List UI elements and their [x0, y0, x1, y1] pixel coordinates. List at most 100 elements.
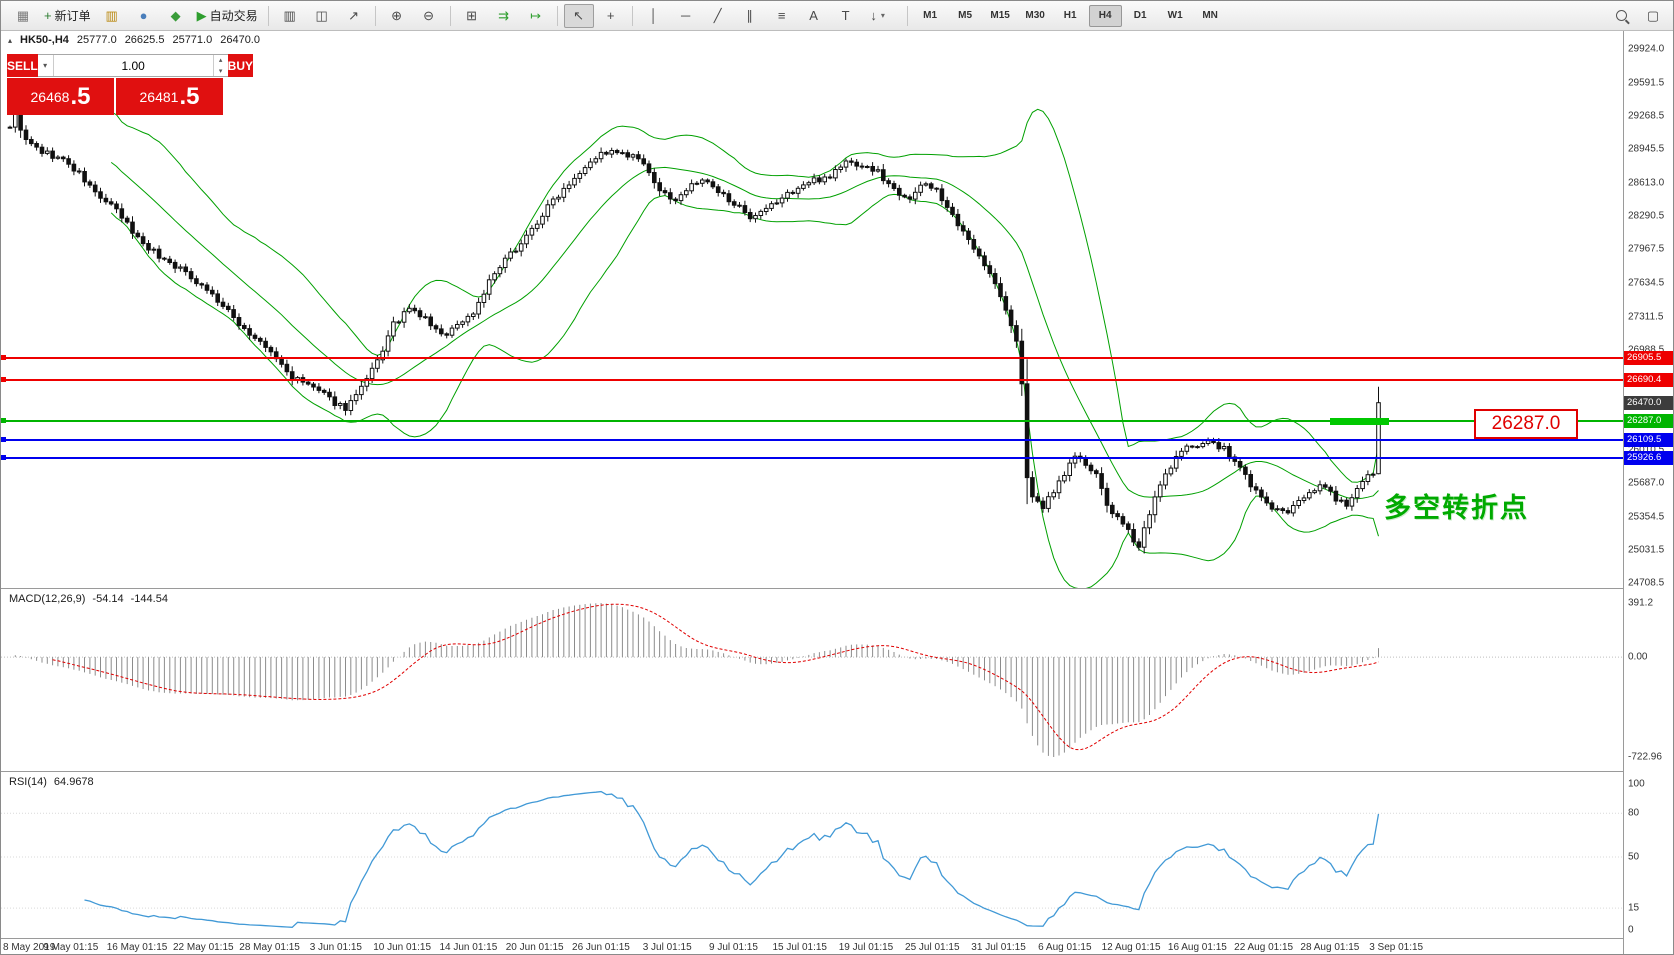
terminal-icon: ▦ — [16, 8, 30, 23]
auto-scroll-icon: ⇉ — [498, 8, 510, 23]
auto-scroll-button[interactable]: ⇉ — [489, 4, 519, 28]
macd-pane[interactable]: MACD(12,26,9) -54.14 -144.54 — [1, 589, 1623, 771]
line-chart-icon: ↗ — [348, 8, 360, 23]
time-axis[interactable]: 8 May 2019 9 May 01:15 16 May 01:15 22 May … — [1, 939, 1623, 954]
alerts-button[interactable]: ◆ — [161, 4, 191, 28]
trendline-button[interactable]: ╱ — [703, 4, 733, 28]
new-order-button-label: 新订单 — [54, 9, 91, 23]
arrows-button[interactable]: ↓ ▾ — [863, 4, 893, 28]
line-chart-button[interactable]: ↗ — [339, 4, 369, 28]
chart-shift-button[interactable]: ↦ — [521, 4, 551, 28]
candlestick-chart-icon: ◫ — [315, 8, 328, 23]
time-label: 10 Jun 01:15 — [373, 942, 432, 953]
windows-button[interactable]: ▢ — [1638, 4, 1668, 28]
macd-chart[interactable] — [1, 589, 1623, 771]
bar-chart-button[interactable]: ▥ — [275, 4, 305, 28]
price-level-chip: 26470.0 — [1624, 395, 1673, 410]
windows-icon: ▢ — [1646, 8, 1660, 23]
timeframe-d1[interactable]: D1 — [1133, 10, 1147, 21]
horizontal-level-line[interactable] — [1, 377, 1623, 383]
crosshair-button[interactable]: + — [596, 4, 626, 28]
buy-price[interactable]: 26481 .5 — [116, 78, 223, 115]
price-level-chip: 26690.4 — [1624, 373, 1673, 388]
timeframe-h4[interactable]: H4 — [1088, 4, 1122, 27]
channel-button[interactable]: ∥ — [735, 4, 765, 28]
timeframe-w1[interactable]: W1 — [1167, 10, 1183, 21]
symbol-label: HK50-,H4 — [20, 34, 69, 46]
price-tick: 25354.5 — [1628, 511, 1665, 523]
new-order-icon: + — [44, 8, 52, 23]
time-label: 26 Jun 01:15 — [572, 942, 630, 953]
rsi-pane[interactable]: RSI(14) 64.9678 — [1, 772, 1623, 938]
volume-down-icon[interactable]: ▾ — [218, 67, 223, 75]
profile-icon: ● — [139, 8, 148, 23]
high-value: 26625.5 — [124, 34, 165, 46]
horizontal-level-line[interactable] — [1, 436, 1623, 442]
time-label: 28 Aug 01:15 — [1300, 942, 1360, 953]
channel-icon: ∥ — [746, 8, 753, 23]
zoom-out-button[interactable]: ⊖ — [414, 4, 444, 28]
chart-window-button[interactable]: ▥ — [97, 4, 127, 28]
low-value: 25771.0 — [172, 34, 213, 46]
price-axis[interactable]: 29924.0 29591.5 29268.5 28945.5 28613.0 28290… — [1623, 31, 1673, 954]
volume-input[interactable] — [53, 55, 213, 76]
buy-price-big: .5 — [179, 82, 200, 110]
horizontal-level-line[interactable] — [1, 455, 1623, 461]
macd-tick: 391.2 — [1628, 597, 1654, 609]
rsi-tick: 100 — [1628, 778, 1645, 790]
pane-separator[interactable] — [1, 771, 1673, 772]
text-label-button[interactable]: T — [831, 4, 861, 28]
timeframe-mn[interactable]: MN — [1202, 10, 1218, 21]
pane-separator[interactable] — [1, 588, 1673, 589]
cursor-icon: ↖ — [573, 8, 585, 23]
candlestick-chart[interactable] — [1, 31, 1623, 588]
toolbar-separator — [906, 5, 908, 26]
price-callout[interactable]: 26287.0 — [1474, 409, 1578, 439]
text-button[interactable]: A — [799, 4, 829, 28]
level-anchor-marker — [1, 455, 6, 461]
one-click-trading-panel: SELL ▾ ▴ ▾ BUY 26468 .5 26481 — [7, 54, 254, 115]
autotrading-button[interactable]: ▶ 自动交易 — [193, 4, 262, 28]
search-button[interactable] — [1606, 4, 1636, 28]
price-level-chip: 26287.0 — [1624, 414, 1673, 429]
sell-price[interactable]: 26468 .5 — [7, 78, 114, 115]
horizontal-level-line[interactable] — [1, 418, 1623, 424]
price-tick: 28945.5 — [1628, 143, 1665, 155]
timeframe-m5[interactable]: M5 — [958, 10, 973, 21]
candlestick-chart-button[interactable]: ◫ — [307, 4, 337, 28]
horizontal-line-button[interactable]: ─ — [671, 4, 701, 28]
rsi-tick: 80 — [1628, 807, 1640, 819]
sell-button[interactable]: SELL — [7, 54, 38, 77]
timeframe-m1[interactable]: M1 — [923, 10, 938, 21]
vertical-line-button[interactable]: │ — [639, 4, 669, 28]
timeframe-m30[interactable]: M30 — [1025, 10, 1045, 21]
rsi-tick: 0 — [1628, 924, 1634, 936]
buy-price-main: 26481 — [139, 88, 179, 105]
buy-button[interactable]: BUY — [227, 54, 254, 77]
time-label: 6 Aug 01:15 — [1038, 942, 1092, 953]
time-label: 16 Aug 01:15 — [1167, 942, 1227, 953]
time-label: 31 Jul 01:15 — [971, 942, 1026, 953]
chart-shift-icon: ↦ — [530, 8, 542, 23]
main-chart-pane[interactable]: 26287.0 多空转折点 ▴ HK50-,H4 25777.0 26625.5… — [1, 31, 1623, 588]
horizontal-level-line[interactable] — [1, 355, 1623, 361]
price-tick: 24708.5 — [1628, 577, 1665, 589]
terminal-button[interactable]: ▦ — [8, 4, 38, 28]
zoom-in-button[interactable]: ⊕ — [382, 4, 412, 28]
arrows-icon: ↓ — [870, 8, 877, 23]
fibonacci-button[interactable]: ≡ — [767, 4, 797, 28]
tile-windows-button[interactable]: ⊞ — [457, 4, 487, 28]
timeframe-m15[interactable]: M15 — [990, 10, 1010, 21]
cursor-button[interactable]: ↖ — [563, 3, 594, 28]
timeframe-h1[interactable]: H1 — [1063, 10, 1077, 21]
volume-stepper[interactable]: ▴ ▾ — [212, 55, 228, 76]
volume-up-icon[interactable]: ▴ — [218, 57, 223, 65]
new-order-button[interactable]: + 新订单 — [40, 4, 95, 28]
volume-dropdown[interactable]: ▾ — [38, 55, 54, 76]
time-label: 3 Jul 01:15 — [642, 942, 692, 953]
rsi-chart[interactable] — [1, 772, 1623, 938]
toolbar-separator — [449, 5, 451, 26]
profile-button[interactable]: ● — [129, 4, 159, 28]
close-value: 26470.0 — [220, 34, 260, 46]
